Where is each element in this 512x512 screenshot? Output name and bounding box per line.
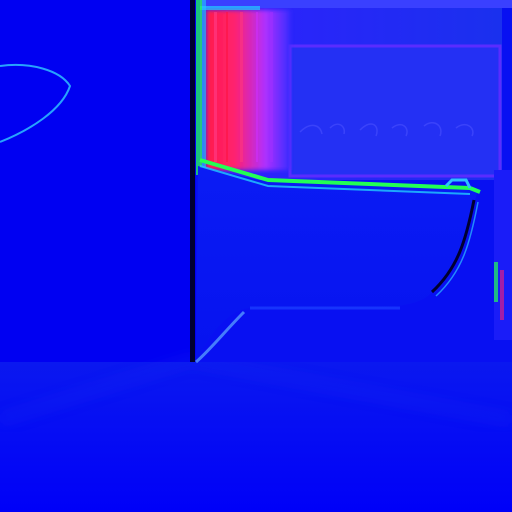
- shower-back-panel: [288, 44, 502, 178]
- left-wall: [0, 0, 194, 362]
- bathtub-front-highlight: [435, 201, 479, 297]
- right-wall-strip: [494, 170, 512, 340]
- bathtub-rim-cyan: [199, 165, 471, 195]
- right-wall-edge-red: [500, 270, 504, 320]
- floor: [0, 362, 512, 512]
- recess-top-edge: [200, 0, 512, 8]
- recess-top-edge-cyan: [200, 6, 260, 10]
- door-edge-dark: [190, 0, 195, 362]
- left-wall-curve: [0, 64, 72, 143]
- side-face-hot: [206, 10, 290, 170]
- back-panel-texture: [299, 122, 474, 137]
- door-edge-green: [196, 0, 202, 175]
- bathtub-rim-corner: [444, 178, 472, 189]
- side-face-streaks: [214, 12, 273, 162]
- bathtub: [196, 166, 478, 362]
- door-edge-cyan: [202, 0, 206, 175]
- bathtub-rim-green: [199, 158, 481, 194]
- right-wall-edge-green: [494, 262, 498, 302]
- bathtub-front-edge: [430, 199, 476, 294]
- bathtub-left-base: [195, 310, 246, 364]
